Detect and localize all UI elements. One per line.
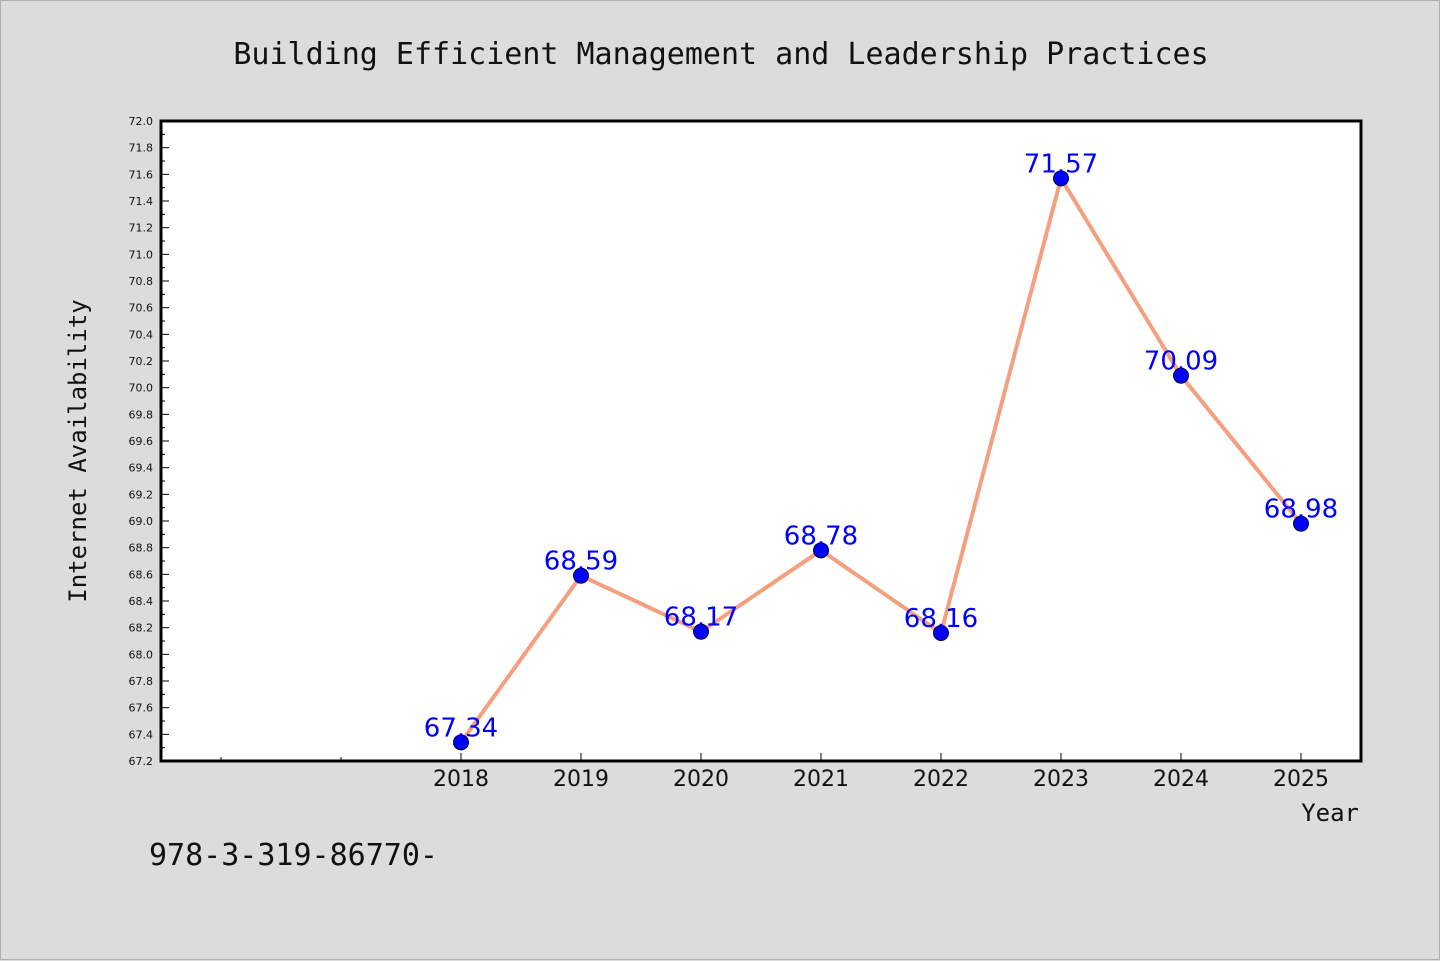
data-label: 71.57 <box>1024 149 1098 179</box>
y-tick-label: 69.6 <box>129 435 154 448</box>
data-point <box>693 623 709 640</box>
y-tick-label: 68.2 <box>129 622 154 635</box>
y-tick-label: 69.0 <box>129 515 154 528</box>
data-labels: 67.34 68.59 68.17 68.78 68.16 71.57 70.09 68.98 <box>424 149 1338 743</box>
data-point <box>573 567 589 584</box>
x-tick-label: 2020 <box>673 767 729 792</box>
x-tick-label: 2018 <box>433 767 489 792</box>
data-label: 68.78 <box>784 521 858 551</box>
plot-area <box>159 119 1363 763</box>
y-tick-label: 70.2 <box>129 355 154 368</box>
data-label: 68.98 <box>1264 495 1338 525</box>
y-tick-label: 71.4 <box>129 195 154 208</box>
series-polyline <box>459 176 1303 744</box>
data-point <box>453 734 469 751</box>
y-tick-label: 69.8 <box>129 408 154 421</box>
y-tick-label: 69.4 <box>129 462 154 475</box>
data-point <box>1053 170 1069 187</box>
data-point <box>1173 367 1189 384</box>
data-label: 68.17 <box>664 603 738 633</box>
y-tick-label: 71.2 <box>129 222 154 235</box>
y-axis: 67.2 67.4 67.6 67.8 68.0 68.2 68.4 68.6 68.8 69.0… <box>129 115 169 768</box>
data-point <box>933 625 949 641</box>
y-tick-label: 67.4 <box>129 728 154 741</box>
y-tick-label: 70.8 <box>129 275 154 288</box>
data-label: 67.34 <box>424 713 498 743</box>
y-tick-label: 67.8 <box>129 675 154 688</box>
isbn-footer: 978-3-319-86770- <box>149 838 438 873</box>
y-tick-label: 68.0 <box>129 648 154 661</box>
y-tick-label: 70.6 <box>129 302 154 315</box>
y-tick-label: 70.0 <box>129 382 154 395</box>
x-tick-label: 2022 <box>913 767 969 792</box>
y-tick-label: 68.8 <box>129 542 154 555</box>
y-tick-label: 68.6 <box>129 568 154 581</box>
y-tick-label: 70.4 <box>129 328 154 341</box>
data-label: 68.59 <box>544 547 618 577</box>
y-tick-label: 71.6 <box>129 168 154 181</box>
x-tick-label: 2021 <box>793 767 849 792</box>
y-tick-label: 67.2 <box>129 755 154 768</box>
x-tick-label: 2024 <box>1153 767 1209 792</box>
chart-title: Building Efficient Management and Leader… <box>233 37 1208 72</box>
x-axis-label: Year <box>1301 799 1359 827</box>
data-label: 70.09 <box>1144 347 1218 377</box>
y-tick-label: 71.0 <box>129 248 154 261</box>
series-line <box>459 176 1303 744</box>
y-tick-label: 69.2 <box>129 488 154 501</box>
y-axis-label: Internet Availability <box>64 299 92 602</box>
x-axis: 2018 2019 2020 2021 2022 2023 2024 2025 <box>220 753 1329 792</box>
series-markers <box>453 170 1309 751</box>
data-point <box>813 542 829 559</box>
data-point <box>1293 515 1309 532</box>
y-tick-label: 68.4 <box>129 595 154 608</box>
y-tick-label: 72.0 <box>129 115 154 128</box>
x-tick-label: 2019 <box>553 767 609 792</box>
x-tick-label: 2023 <box>1033 767 1089 792</box>
y-tick-label: 67.6 <box>129 702 154 715</box>
x-tick-label: 2025 <box>1273 767 1329 792</box>
data-label: 68.16 <box>904 604 978 634</box>
y-tick-label: 71.8 <box>129 142 154 155</box>
